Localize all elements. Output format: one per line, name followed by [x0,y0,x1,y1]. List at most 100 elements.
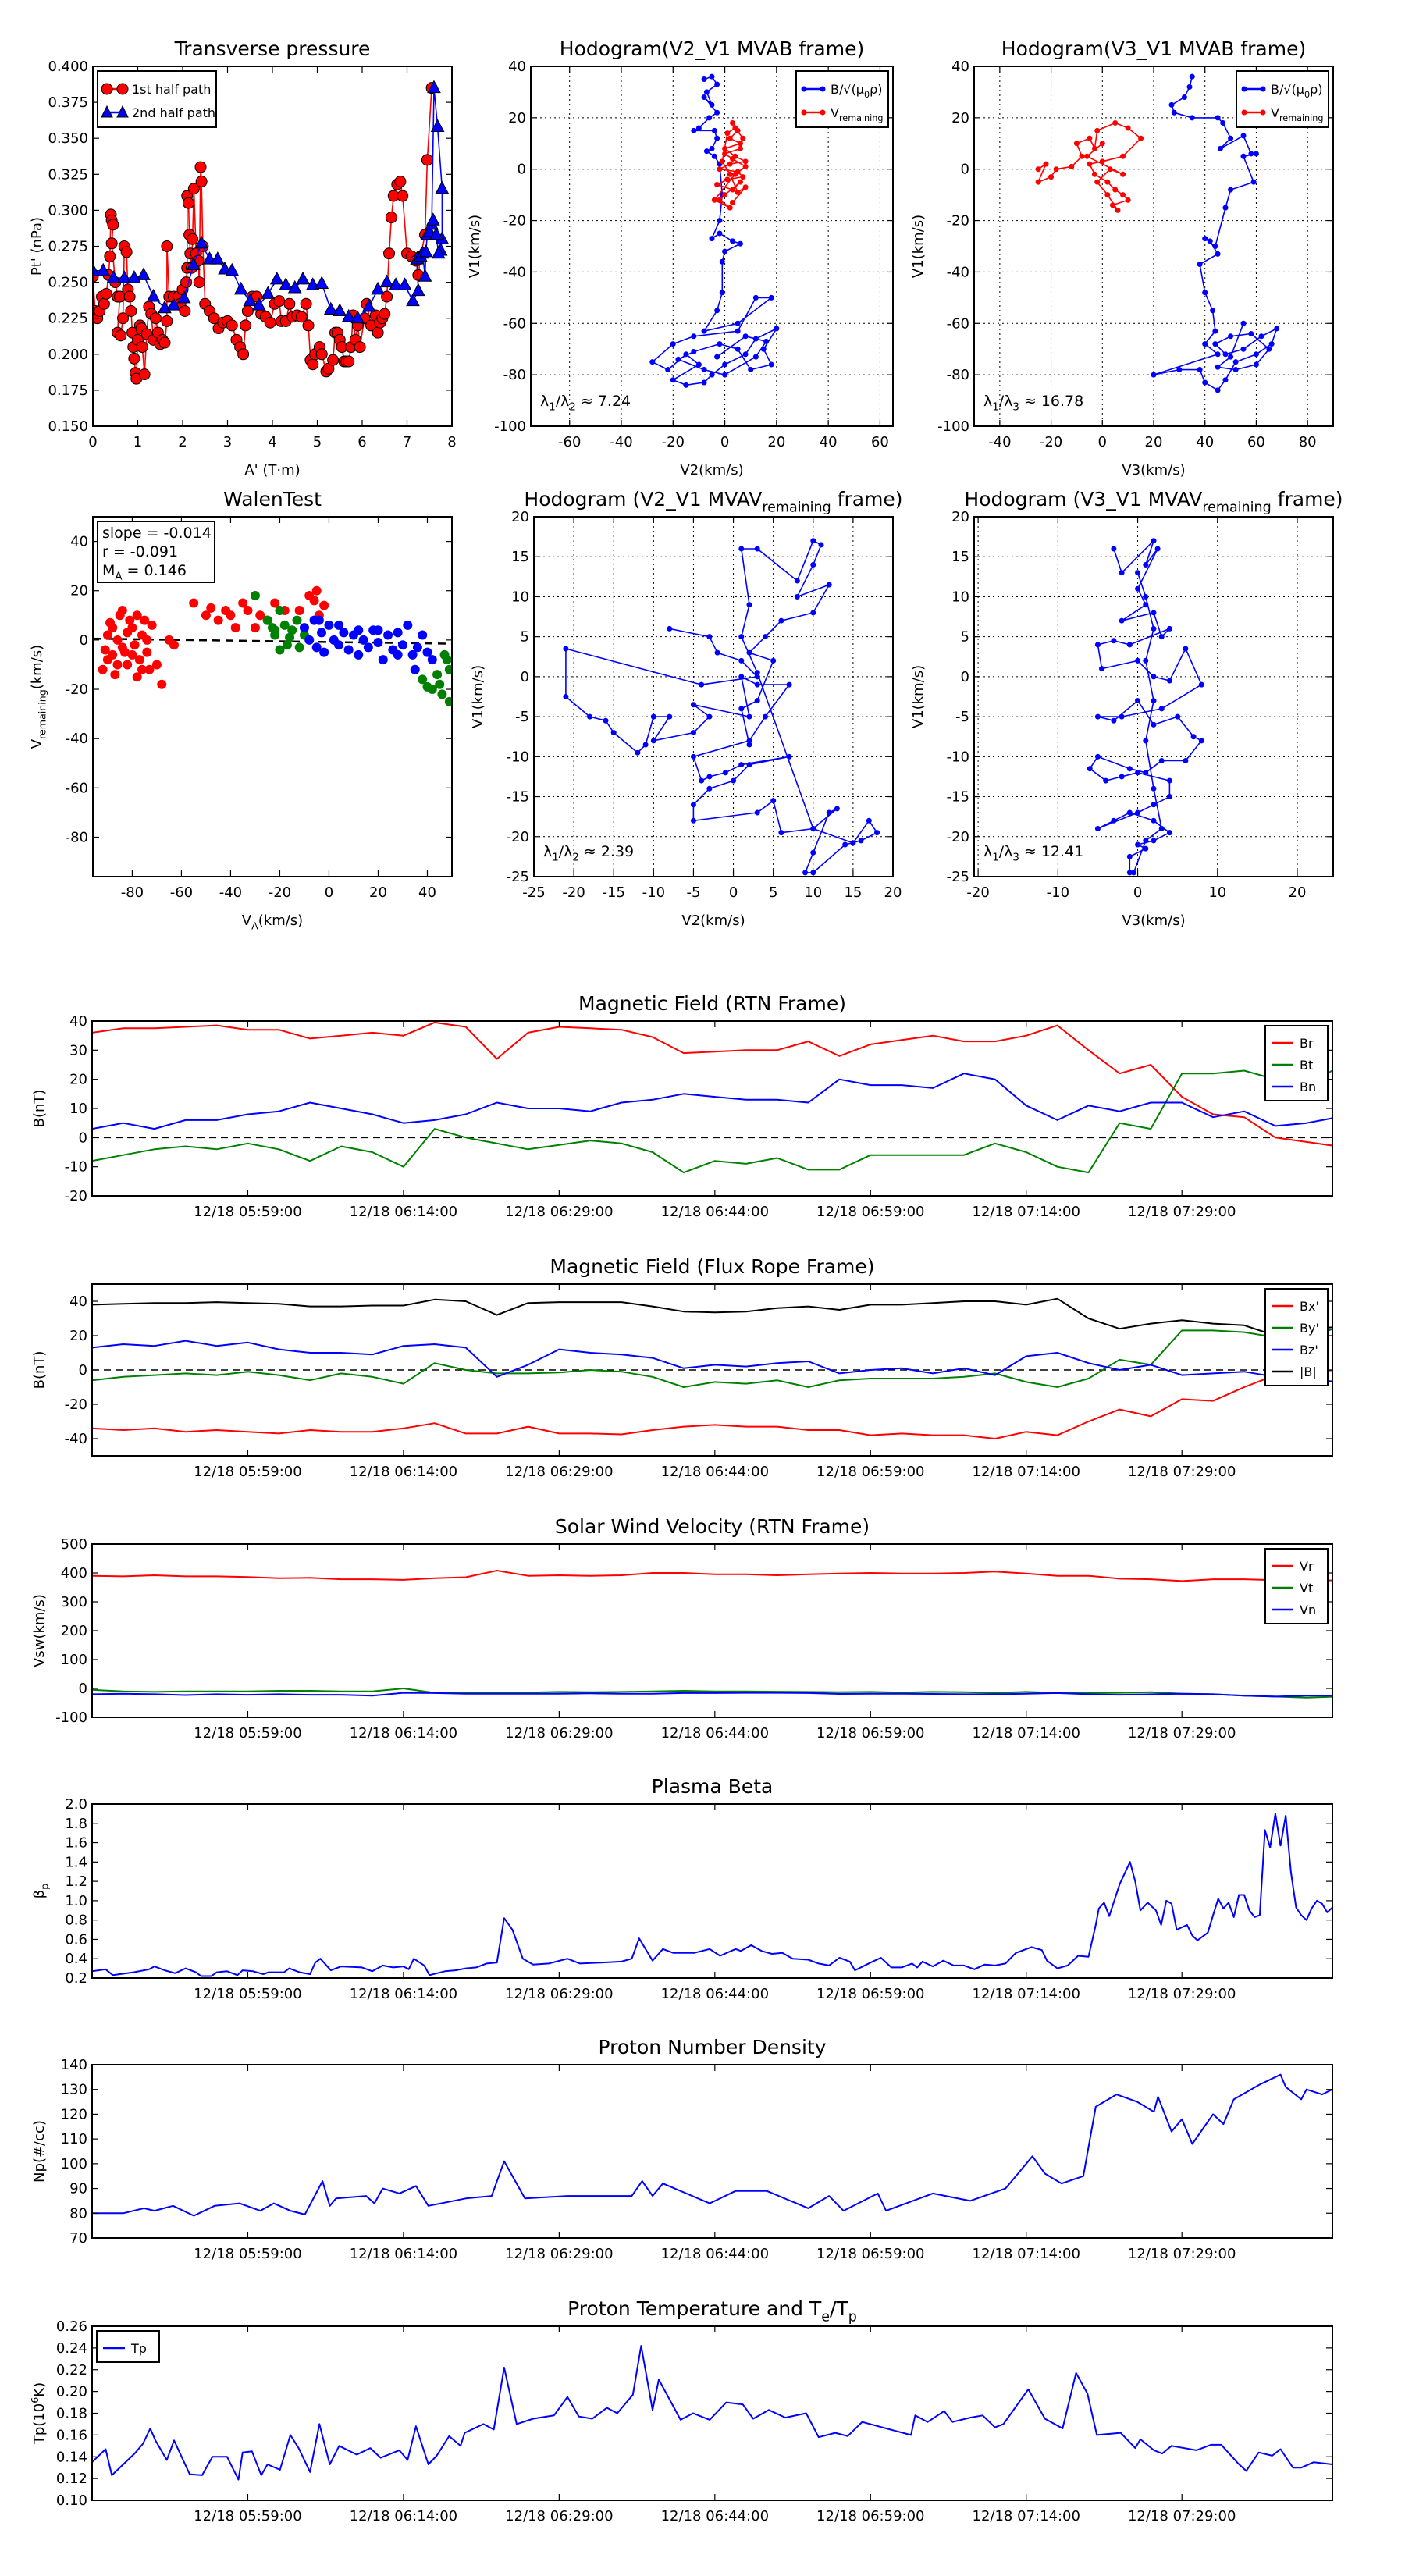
y-tick-label: 1.2 [65,1873,87,1890]
x-tick-label: 12/18 07:29:00 [1128,2508,1236,2524]
data-point [123,628,133,638]
data-point [112,635,123,645]
data-point [411,283,425,297]
data-point [1217,145,1223,151]
legend-label: 2nd half path [132,105,215,120]
data-point [732,171,738,177]
data-point [635,749,641,756]
series-bn-line [92,1073,1332,1130]
data-point [1126,809,1133,816]
y-axis-label: B(nT) [31,1351,48,1389]
series-vr-line [92,1570,1332,1582]
x-tick-label: -10 [642,884,665,901]
eigenvalue-ratio-annotation: λ1/λ2 ≈ 2.39 [543,843,634,864]
data-point [237,348,250,361]
y-tick-label: 0.10 [56,2492,87,2509]
data-point [430,119,445,132]
data-point [703,89,710,95]
hodogram-v3-v1-mvav-chart: -20 -10 0 10 20-25-20-15-10-505101520Hodogra… [910,488,1343,929]
data-point [802,870,809,876]
data-point [727,171,733,177]
walen-stats-box [97,521,215,583]
series-vt-line [92,1688,1332,1699]
x-tick-label: 80 [1299,434,1317,450]
data-point [746,649,752,656]
data-point [690,817,696,824]
axes-frame [91,2064,1333,2239]
data-point [1215,364,1221,370]
legend-label: |B| [1300,1364,1317,1379]
y-tick-label: -15 [507,789,529,806]
data-point [1135,770,1141,776]
chart-title: Proton Number Density [599,2036,827,2058]
y-tick-label: 0.8 [65,1912,87,1929]
data-point [1215,351,1221,358]
data-point [279,277,293,290]
data-point [1119,713,1125,720]
x-tick-label: 12/18 06:59:00 [816,2246,924,2262]
data-point [307,358,319,371]
data-point [287,625,297,635]
data-point [195,176,208,188]
x-tick-label: 12/18 05:59:00 [194,2508,301,2524]
data-point [127,649,137,660]
data-point [1143,738,1149,744]
x-tick-label: 12/18 05:59:00 [194,1204,301,1220]
data-point [1240,320,1247,326]
data-point [603,717,609,724]
y-tick-label: 30 [69,1042,87,1059]
data-point [695,361,702,368]
data-point [427,80,441,94]
y-tick-label: 500 [61,1536,87,1553]
data-point [742,333,749,340]
data-point [763,338,770,344]
data-point [1111,817,1117,824]
data-point [1079,153,1085,159]
axes-frame [973,516,1334,877]
data-point [1168,101,1175,108]
data-point [389,277,403,290]
x-tick-label: 40 [1196,434,1214,450]
data-point [100,645,110,655]
data-point [270,598,280,608]
x-tick-label: 6 [357,434,366,450]
x-tick-label: 12/18 06:59:00 [816,1725,924,1742]
data-point [874,830,880,836]
data-point [1198,681,1204,688]
data-point [1099,158,1105,165]
data-point [1212,328,1218,334]
data-point [650,713,656,720]
y-tick-label: 2.0 [65,1796,87,1813]
y-tick-label: 90 [69,2181,87,2197]
data-point [717,166,723,173]
data-point [1166,830,1172,836]
data-point [742,351,749,358]
data-point [752,354,759,360]
data-point [691,333,697,340]
legend-box [795,70,889,128]
legend-label: Vremaining [1271,105,1323,123]
x-tick-label: -20 [269,884,291,901]
data-point [132,672,142,682]
data-point [691,349,697,355]
data-point [102,630,112,640]
walen-stat: slope = -0.014 [102,525,212,542]
data-point [1158,826,1165,832]
data-point [834,806,840,812]
data-point [1035,166,1041,173]
data-point [206,603,216,613]
data-point [714,354,720,360]
data-point [334,620,344,630]
data-point [1104,192,1111,198]
data-point [1228,135,1234,141]
y-tick-label: 110 [61,2131,87,2147]
data-point [230,623,240,633]
data-point [770,798,777,804]
chart-title: Hodogram(V2_V1 MVAB frame) [560,37,864,60]
data-point [98,297,110,310]
data-point [1053,166,1059,173]
legend-label: Br [1300,1036,1314,1051]
y-tick-label: 400 [61,1565,87,1582]
x-tick-label: 12/18 07:14:00 [973,1725,1080,1742]
series-bt-line [92,1069,1332,1174]
